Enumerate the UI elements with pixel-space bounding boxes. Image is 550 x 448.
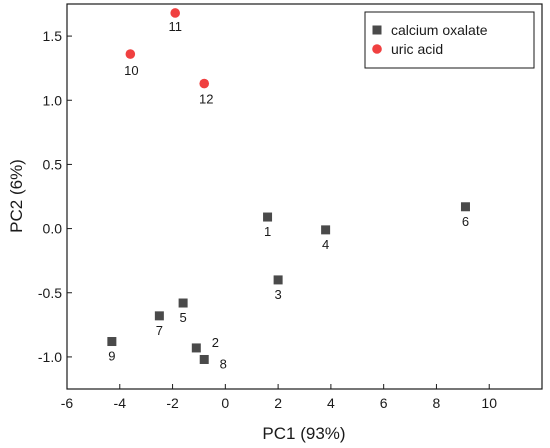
x-tick-label: -2 [166, 395, 179, 411]
y-tick-label: 0.5 [43, 156, 63, 172]
axis-ticks: -6 -4 -2 0 2 4 6 8 10 -1.0 -0.5 0.0 0.5 1.0 1.5 [38, 28, 497, 411]
point-label: 5 [179, 310, 186, 325]
y-tick-label: -1.0 [38, 349, 62, 365]
legend-box [364, 11, 535, 69]
data-point-2 [191, 343, 201, 353]
point-label: 1 [264, 224, 271, 239]
point-label: 2 [212, 335, 219, 350]
x-tick-label: -6 [61, 395, 74, 411]
data-point-8 [199, 354, 209, 364]
data-point-12 [199, 78, 210, 89]
y-tick-label: -0.5 [38, 285, 62, 301]
y-tick-label: 1.0 [43, 92, 63, 108]
point-label: 3 [274, 287, 281, 302]
data-point-7 [154, 311, 164, 321]
x-tick-label: 6 [380, 395, 388, 411]
data-point-4 [321, 225, 331, 235]
point-label: 10 [124, 63, 138, 78]
y-tick-label: 0.0 [43, 221, 63, 237]
data-point-11 [170, 8, 180, 18]
point-label: 7 [156, 323, 163, 338]
y-tick-label: 1.5 [43, 28, 63, 44]
x-tick-label: 2 [274, 395, 282, 411]
data-point-9 [107, 337, 117, 347]
point-label: 4 [322, 237, 329, 252]
data-point-6 [460, 202, 470, 212]
plot-frame [66, 3, 543, 390]
point-label: 12 [199, 92, 213, 107]
data-point-1 [263, 212, 273, 222]
point-label: 6 [462, 214, 469, 229]
point-label: 11 [168, 19, 182, 34]
legend-marker [372, 25, 382, 35]
x-tick-label: 10 [481, 395, 497, 411]
point-label: 8 [220, 356, 227, 371]
x-tick-label: -4 [114, 395, 127, 411]
legend: calcium oxalate uric acid [364, 11, 535, 69]
data-point-3 [273, 275, 283, 285]
point-label: 9 [108, 349, 115, 364]
y-axis-title: PC2 (6%) [7, 159, 26, 233]
data-point-10 [125, 49, 136, 59]
legend-label: uric acid [391, 41, 443, 57]
legend-marker [372, 44, 382, 54]
x-axis-title: PC1 (93%) [262, 424, 345, 443]
legend-label: calcium oxalate [391, 22, 488, 38]
x-tick-label: 8 [433, 395, 441, 411]
x-tick-label: 4 [327, 395, 335, 411]
data-point-5 [178, 298, 188, 308]
x-tick-label: 0 [221, 395, 229, 411]
